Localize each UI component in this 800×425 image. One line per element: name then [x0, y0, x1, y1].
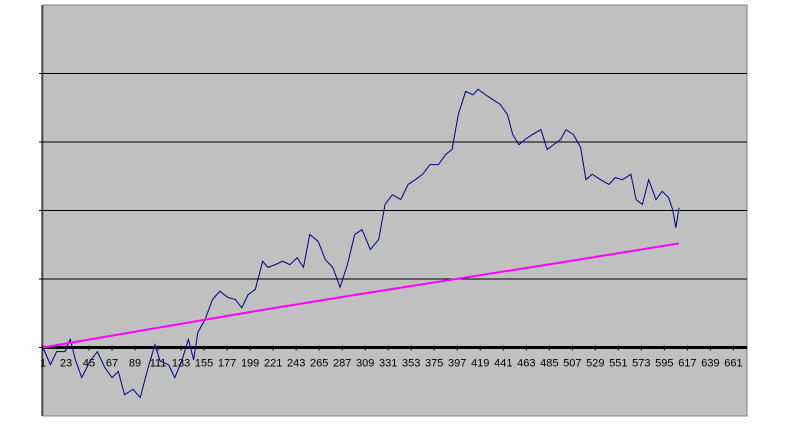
x-tick-label: 177	[218, 357, 236, 369]
x-tick-label: 221	[264, 357, 282, 369]
x-tick-label: 419	[471, 357, 489, 369]
series-line	[42, 242, 680, 349]
x-tick-label: 309	[356, 357, 374, 369]
x-tick-label: 353	[402, 357, 420, 369]
x-tick-label: 67	[106, 357, 118, 369]
x-tick-label: 485	[540, 357, 558, 369]
x-tick-label: 287	[333, 357, 351, 369]
x-tick-label: 661	[724, 357, 742, 369]
x-tick-label: 441	[494, 357, 512, 369]
x-tick-label: 265	[310, 357, 328, 369]
x-tick-label: 529	[586, 357, 604, 369]
x-tick-label: 243	[287, 357, 305, 369]
series-line	[42, 88, 680, 399]
x-tick-label: 639	[701, 357, 719, 369]
x-tick-label: 23	[60, 357, 72, 369]
x-tick-label: 463	[517, 357, 535, 369]
x-tick-label: 617	[678, 357, 696, 369]
x-tick-label: 155	[195, 357, 213, 369]
x-tick-label: 331	[379, 357, 397, 369]
x-tick-label: 397	[448, 357, 466, 369]
x-tick-label: 111	[150, 357, 167, 369]
x-tick-label: 595	[655, 357, 673, 369]
x-tick-label: 199	[241, 357, 259, 369]
x-tick-label: 507	[563, 357, 581, 369]
x-tick-label: 89	[129, 357, 141, 369]
x-tick-label: 1	[40, 357, 46, 369]
x-tick-label: 573	[632, 357, 650, 369]
x-tick-label: 551	[609, 357, 627, 369]
x-tick-label: 375	[425, 357, 443, 369]
